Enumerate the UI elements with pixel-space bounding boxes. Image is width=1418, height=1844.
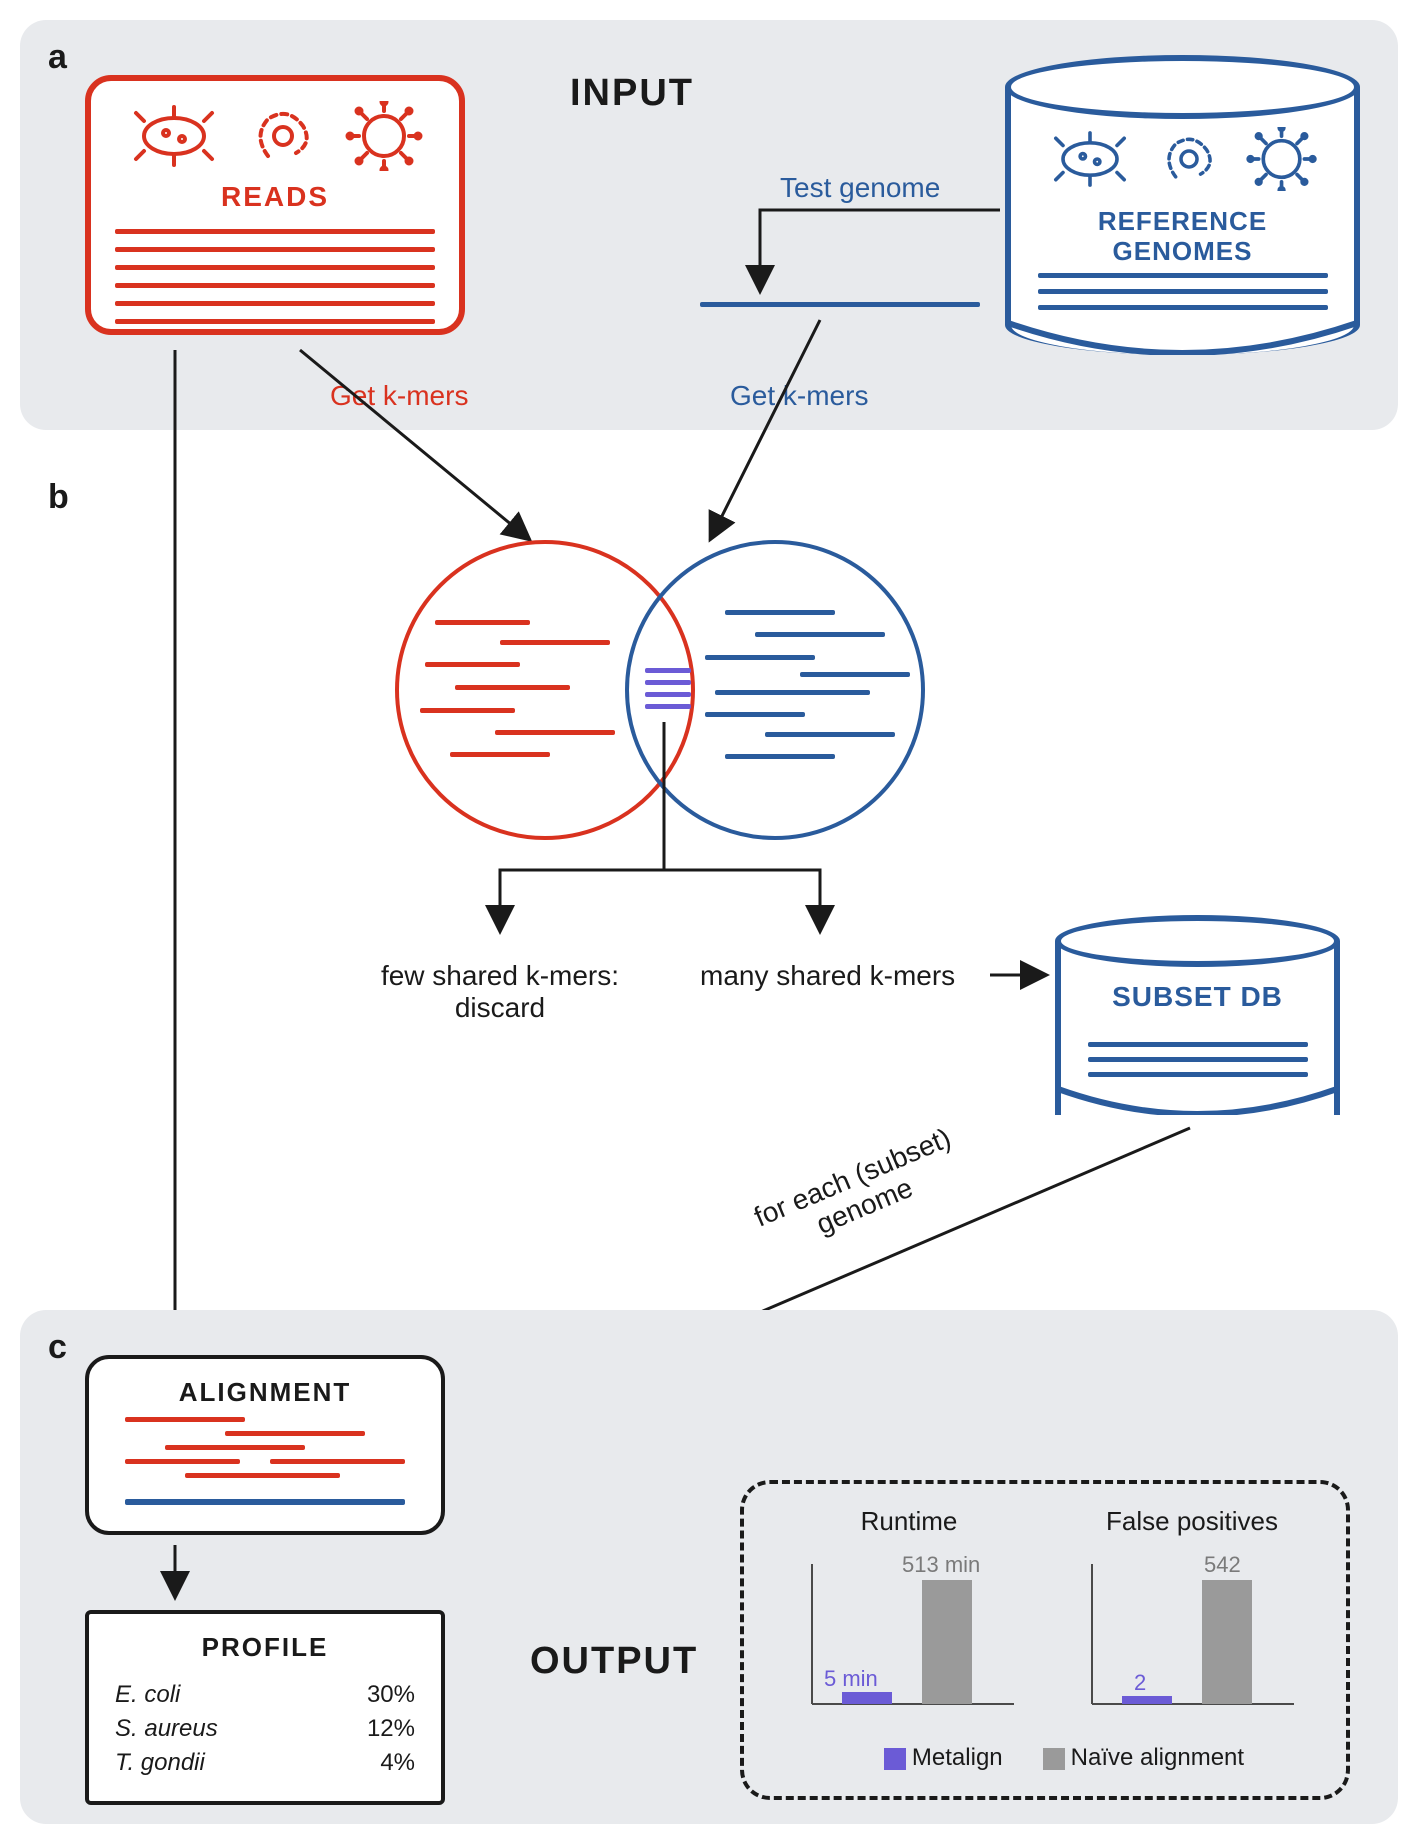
results-box: Runtime False positives 5 min 513 min 2 … [740, 1480, 1350, 1800]
reference-title: REFERENCEGENOMES [1005, 207, 1360, 267]
subset-db-lines [1088, 1042, 1308, 1087]
legend-metalign: Metalign [884, 1744, 1003, 1772]
reads-microbes [115, 101, 435, 171]
svg-text:2: 2 [1134, 1670, 1146, 1695]
fp-title: False positives [1062, 1506, 1322, 1537]
venn-diagram [395, 540, 935, 850]
legend-naive: Naïve alignment [1043, 1744, 1244, 1772]
subset-db-cylinder: SUBSET DB [1055, 915, 1340, 1115]
results-legend: Metalign Naïve alignment [794, 1744, 1334, 1772]
alignment-title: ALIGNMENT [179, 1377, 352, 1408]
subset-db-title: SUBSET DB [1055, 981, 1340, 1013]
many-kmers-text: many shared k-mers [700, 960, 955, 992]
runtime-chart: 5 min 513 min [794, 1544, 1024, 1724]
get-kmers-red-label: Get k-mers [330, 380, 468, 412]
get-kmers-blue-label: Get k-mers [730, 380, 868, 412]
svg-text:542: 542 [1204, 1552, 1241, 1577]
profile-title: PROFILE [115, 1632, 415, 1663]
ref-microbes [1033, 127, 1333, 191]
reads-title: READS [221, 181, 329, 213]
panel-letter-c: c [48, 1328, 67, 1367]
panel-letter-b: b [48, 478, 69, 517]
reference-genomes-cylinder: REFERENCEGENOMES [1005, 55, 1360, 355]
for-each-label: for each (subset)genome [750, 1123, 967, 1262]
reads-box: READS [85, 75, 465, 335]
alignment-box: ALIGNMENT [85, 1355, 445, 1535]
profile-row-1: S. aureus12% [115, 1715, 415, 1743]
svg-text:5 min: 5 min [824, 1666, 878, 1691]
svg-text:513 min: 513 min [902, 1552, 980, 1577]
profile-row-2: T. gondii4% [115, 1749, 415, 1777]
reads-to-alignment-arrow [155, 345, 195, 1355]
reads-lines [115, 229, 435, 337]
profile-box: PROFILE E. coli30% S. aureus12% T. gondi… [85, 1610, 445, 1805]
panel-letter-a: a [48, 38, 67, 77]
few-kmers-text: few shared k-mers:discard [285, 960, 715, 1024]
reference-lines [1038, 273, 1328, 321]
fp-chart: 2 542 [1074, 1544, 1304, 1724]
profile-row-0: E. coli30% [115, 1681, 415, 1709]
test-genome-line [700, 302, 980, 307]
many-to-subset-arrow [985, 960, 1060, 990]
runtime-title: Runtime [809, 1506, 1009, 1537]
input-title: INPUT [570, 72, 694, 115]
test-genome-label: Test genome [780, 172, 940, 204]
venn-shared-kmers [645, 668, 691, 716]
output-title: OUTPUT [530, 1640, 698, 1683]
